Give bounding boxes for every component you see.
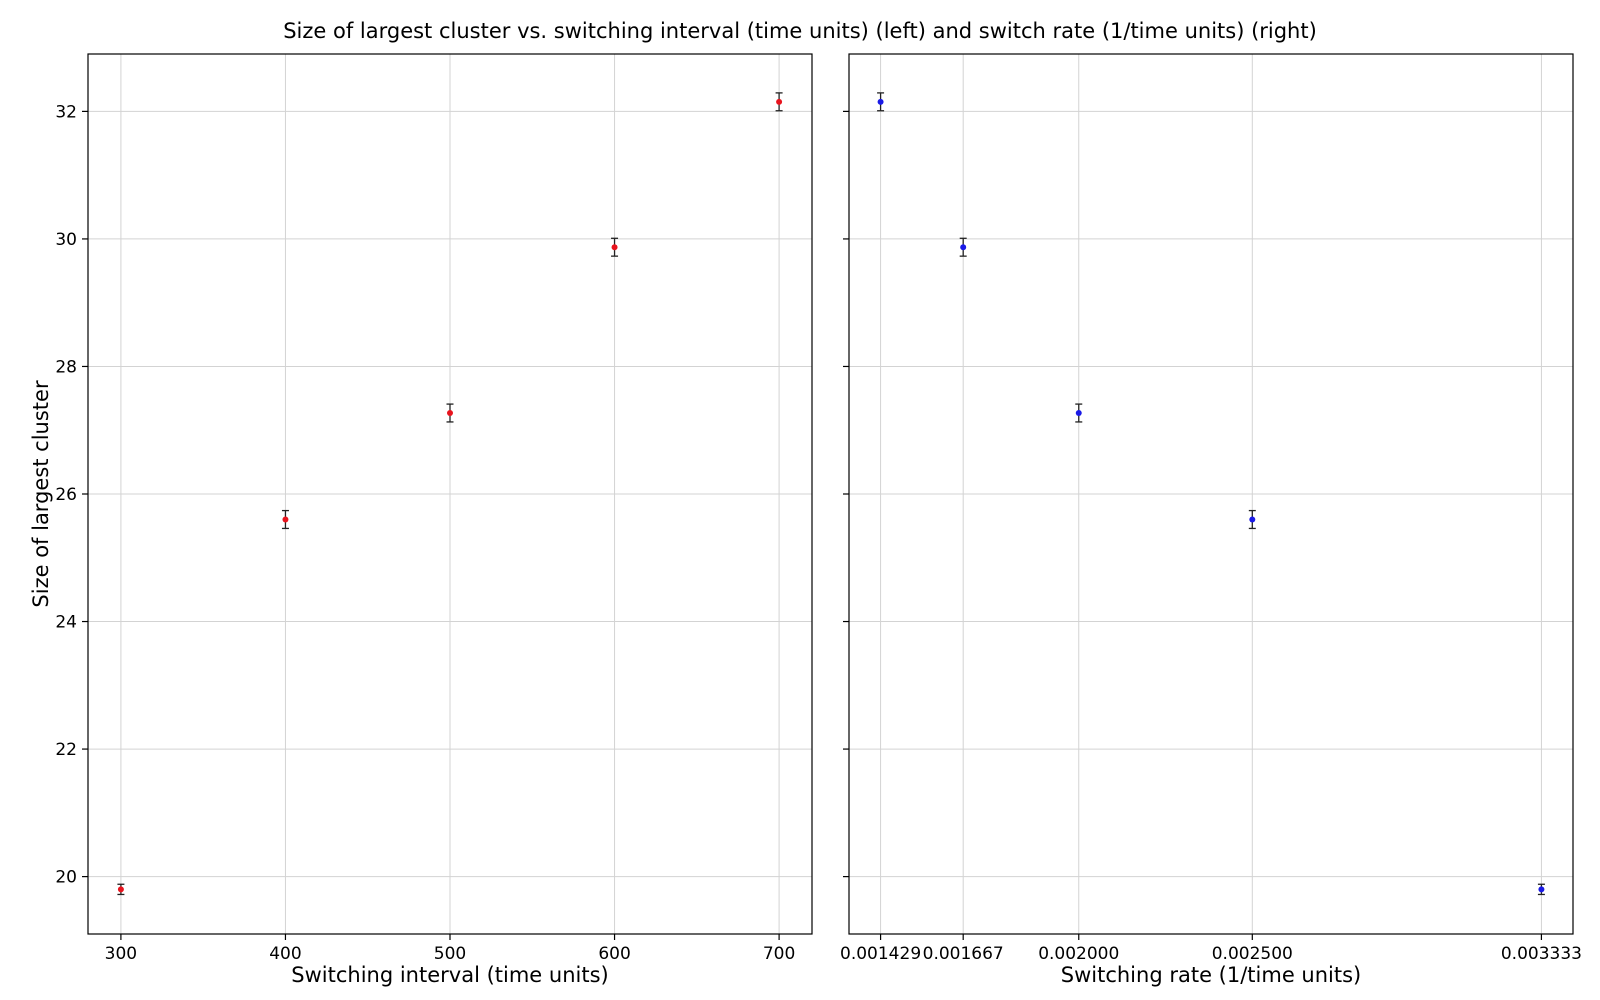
right-data-point-0 [877,98,884,105]
right-panel: 0.001429 0.001667 0.002000 0.002500 0.003333… [840,53,1582,987]
left-data-point-0 [117,886,124,893]
right-x-tick-label-4: 0.003333 [1501,944,1582,964]
left-panel: 300 400 500 600 700 20 22 24 26 28 30 32 Switching i… [29,53,813,987]
right-data-point-1 [960,244,967,251]
left-data-point-1 [282,516,289,523]
left-x-tick-label-1: 400 [269,944,301,964]
left-y-tick-label-3: 26 [55,485,77,505]
left-y-tick-label-4: 28 [55,357,77,377]
left-x-tick-label-4: 700 [763,944,795,964]
right-data-point-3 [1249,516,1256,523]
left-data-point-4 [776,98,783,105]
right-data-point-4 [1538,886,1545,893]
figure-title: Size of largest cluster vs. switching in… [283,19,1317,43]
left-data-point-2 [447,410,453,417]
left-x-tick-label-3: 600 [598,944,630,964]
left-x-tick-label-2: 500 [434,944,466,964]
right-x-tick-label-0: 0.001429 [840,944,921,964]
right-x-axis-label: Switching rate (1/time units) [1061,963,1361,987]
right-x-tick-label-2: 0.002000 [1038,944,1119,964]
left-y-tick-label-2: 24 [55,613,77,633]
right-data-point-2 [1075,410,1082,417]
left-x-tick-label-0: 300 [105,944,137,964]
left-y-axis-label: Size of largest cluster [29,380,53,608]
left-y-tick-label-0: 20 [55,868,77,888]
right-x-tick-label-1: 0.001667 [923,944,1004,964]
left-y-tick-label-5: 30 [55,230,77,250]
right-x-tick-label-3: 0.002500 [1212,944,1293,964]
left-y-tick-label-1: 22 [55,740,77,760]
left-x-axis-label: Switching interval (time units) [291,963,608,987]
left-data-point-3 [611,244,618,251]
left-y-tick-label-6: 32 [55,102,77,122]
